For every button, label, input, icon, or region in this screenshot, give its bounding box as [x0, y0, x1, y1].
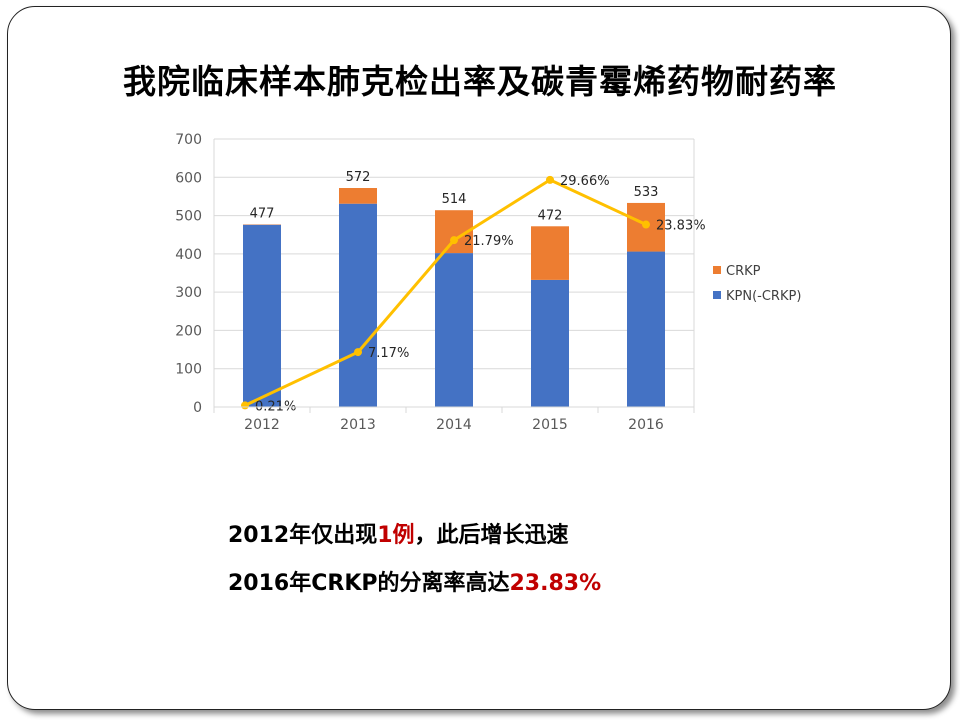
chart-bars	[243, 188, 665, 407]
bar-kpn-2012	[243, 224, 281, 407]
page-title: 我院临床样本肺克检出率及碳青霉烯药物耐药率	[123, 62, 837, 101]
bar-crkp-2015	[531, 226, 569, 280]
chart-legend: CRKP KPN(-CRKP)	[713, 264, 801, 304]
rate-label-2014: 21.79%	[464, 234, 514, 249]
note-1-text-a: 2012年仅出现	[228, 523, 378, 548]
bar-total-label-2015: 472	[538, 208, 563, 223]
y-tick-label-700: 700	[175, 132, 202, 148]
rate-point-2014	[450, 236, 458, 245]
note-1-text-c: ，此后增长迅速	[414, 523, 569, 548]
rate-point-2015	[546, 175, 554, 184]
bar-total-label-2014: 514	[442, 192, 467, 207]
y-tick-label-500: 500	[175, 209, 202, 225]
bar-kpn-2013	[339, 203, 377, 407]
note-2-highlight: 23.83%	[509, 571, 602, 596]
y-tick-label-300: 300	[175, 285, 202, 301]
y-tick-label-100: 100	[175, 362, 202, 378]
legend-swatch-crkp	[713, 266, 721, 274]
x-tick-label-2012: 2012	[244, 417, 280, 433]
bar-total-label-2013: 572	[346, 170, 371, 185]
note-line-2: 2016年CRKP的分离率高达23.83%	[228, 560, 601, 608]
rate-point-2012	[241, 401, 249, 410]
legend-swatch-kpn	[713, 291, 721, 299]
y-tick-label-0: 0	[193, 400, 202, 416]
bar-kpn-2014	[435, 253, 473, 407]
slide-frame	[7, 6, 951, 710]
chart-axes: 0 100 200 300 400 500 600 700 2012 2013 2014 2015 20…	[175, 132, 695, 433]
rate-label-2016: 23.83%	[656, 219, 706, 234]
x-tick-label-2014: 2014	[436, 417, 472, 433]
chart-labels: 4775725144725330.21%7.17%21.79%29.66%23.…	[250, 170, 706, 414]
y-tick-label-200: 200	[175, 323, 202, 339]
bar-total-label-2016: 533	[634, 185, 659, 200]
legend-label-kpn: KPN(-CRKP)	[726, 289, 801, 304]
note-1-highlight: 1例	[377, 523, 415, 548]
bar-kpn-2016	[627, 251, 665, 407]
x-tick-label-2015: 2015	[532, 417, 568, 433]
bar-kpn-2015	[531, 279, 569, 407]
x-tick-label-2013: 2013	[340, 417, 376, 433]
x-tick-label-2016: 2016	[628, 417, 664, 433]
rate-label-2015: 29.66%	[560, 174, 610, 189]
y-tick-label-600: 600	[175, 170, 202, 186]
note-2-text-a: 2016年CRKP的分离率高达	[228, 571, 510, 596]
rate-label-2013: 7.17%	[368, 346, 409, 361]
rate-point-2016	[642, 220, 650, 229]
summary-notes: 2012年仅出现1例，此后增长迅速 2016年CRKP的分离率高达23.83%	[228, 512, 601, 608]
y-tick-label-400: 400	[175, 247, 202, 263]
bar-crkp-2013	[339, 188, 377, 204]
legend-label-crkp: CRKP	[726, 264, 761, 279]
bar-total-label-2012: 477	[250, 206, 275, 221]
note-line-1: 2012年仅出现1例，此后增长迅速	[228, 512, 601, 560]
rate-point-2013	[354, 348, 362, 357]
